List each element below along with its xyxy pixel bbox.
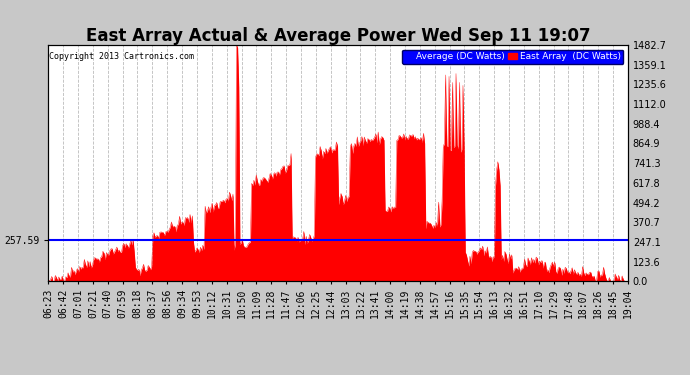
Legend: Average (DC Watts), East Array  (DC Watts): Average (DC Watts), East Array (DC Watts… — [402, 50, 623, 64]
Title: East Array Actual & Average Power Wed Sep 11 19:07: East Array Actual & Average Power Wed Se… — [86, 27, 591, 45]
Text: Copyright 2013 Cartronics.com: Copyright 2013 Cartronics.com — [50, 52, 195, 61]
